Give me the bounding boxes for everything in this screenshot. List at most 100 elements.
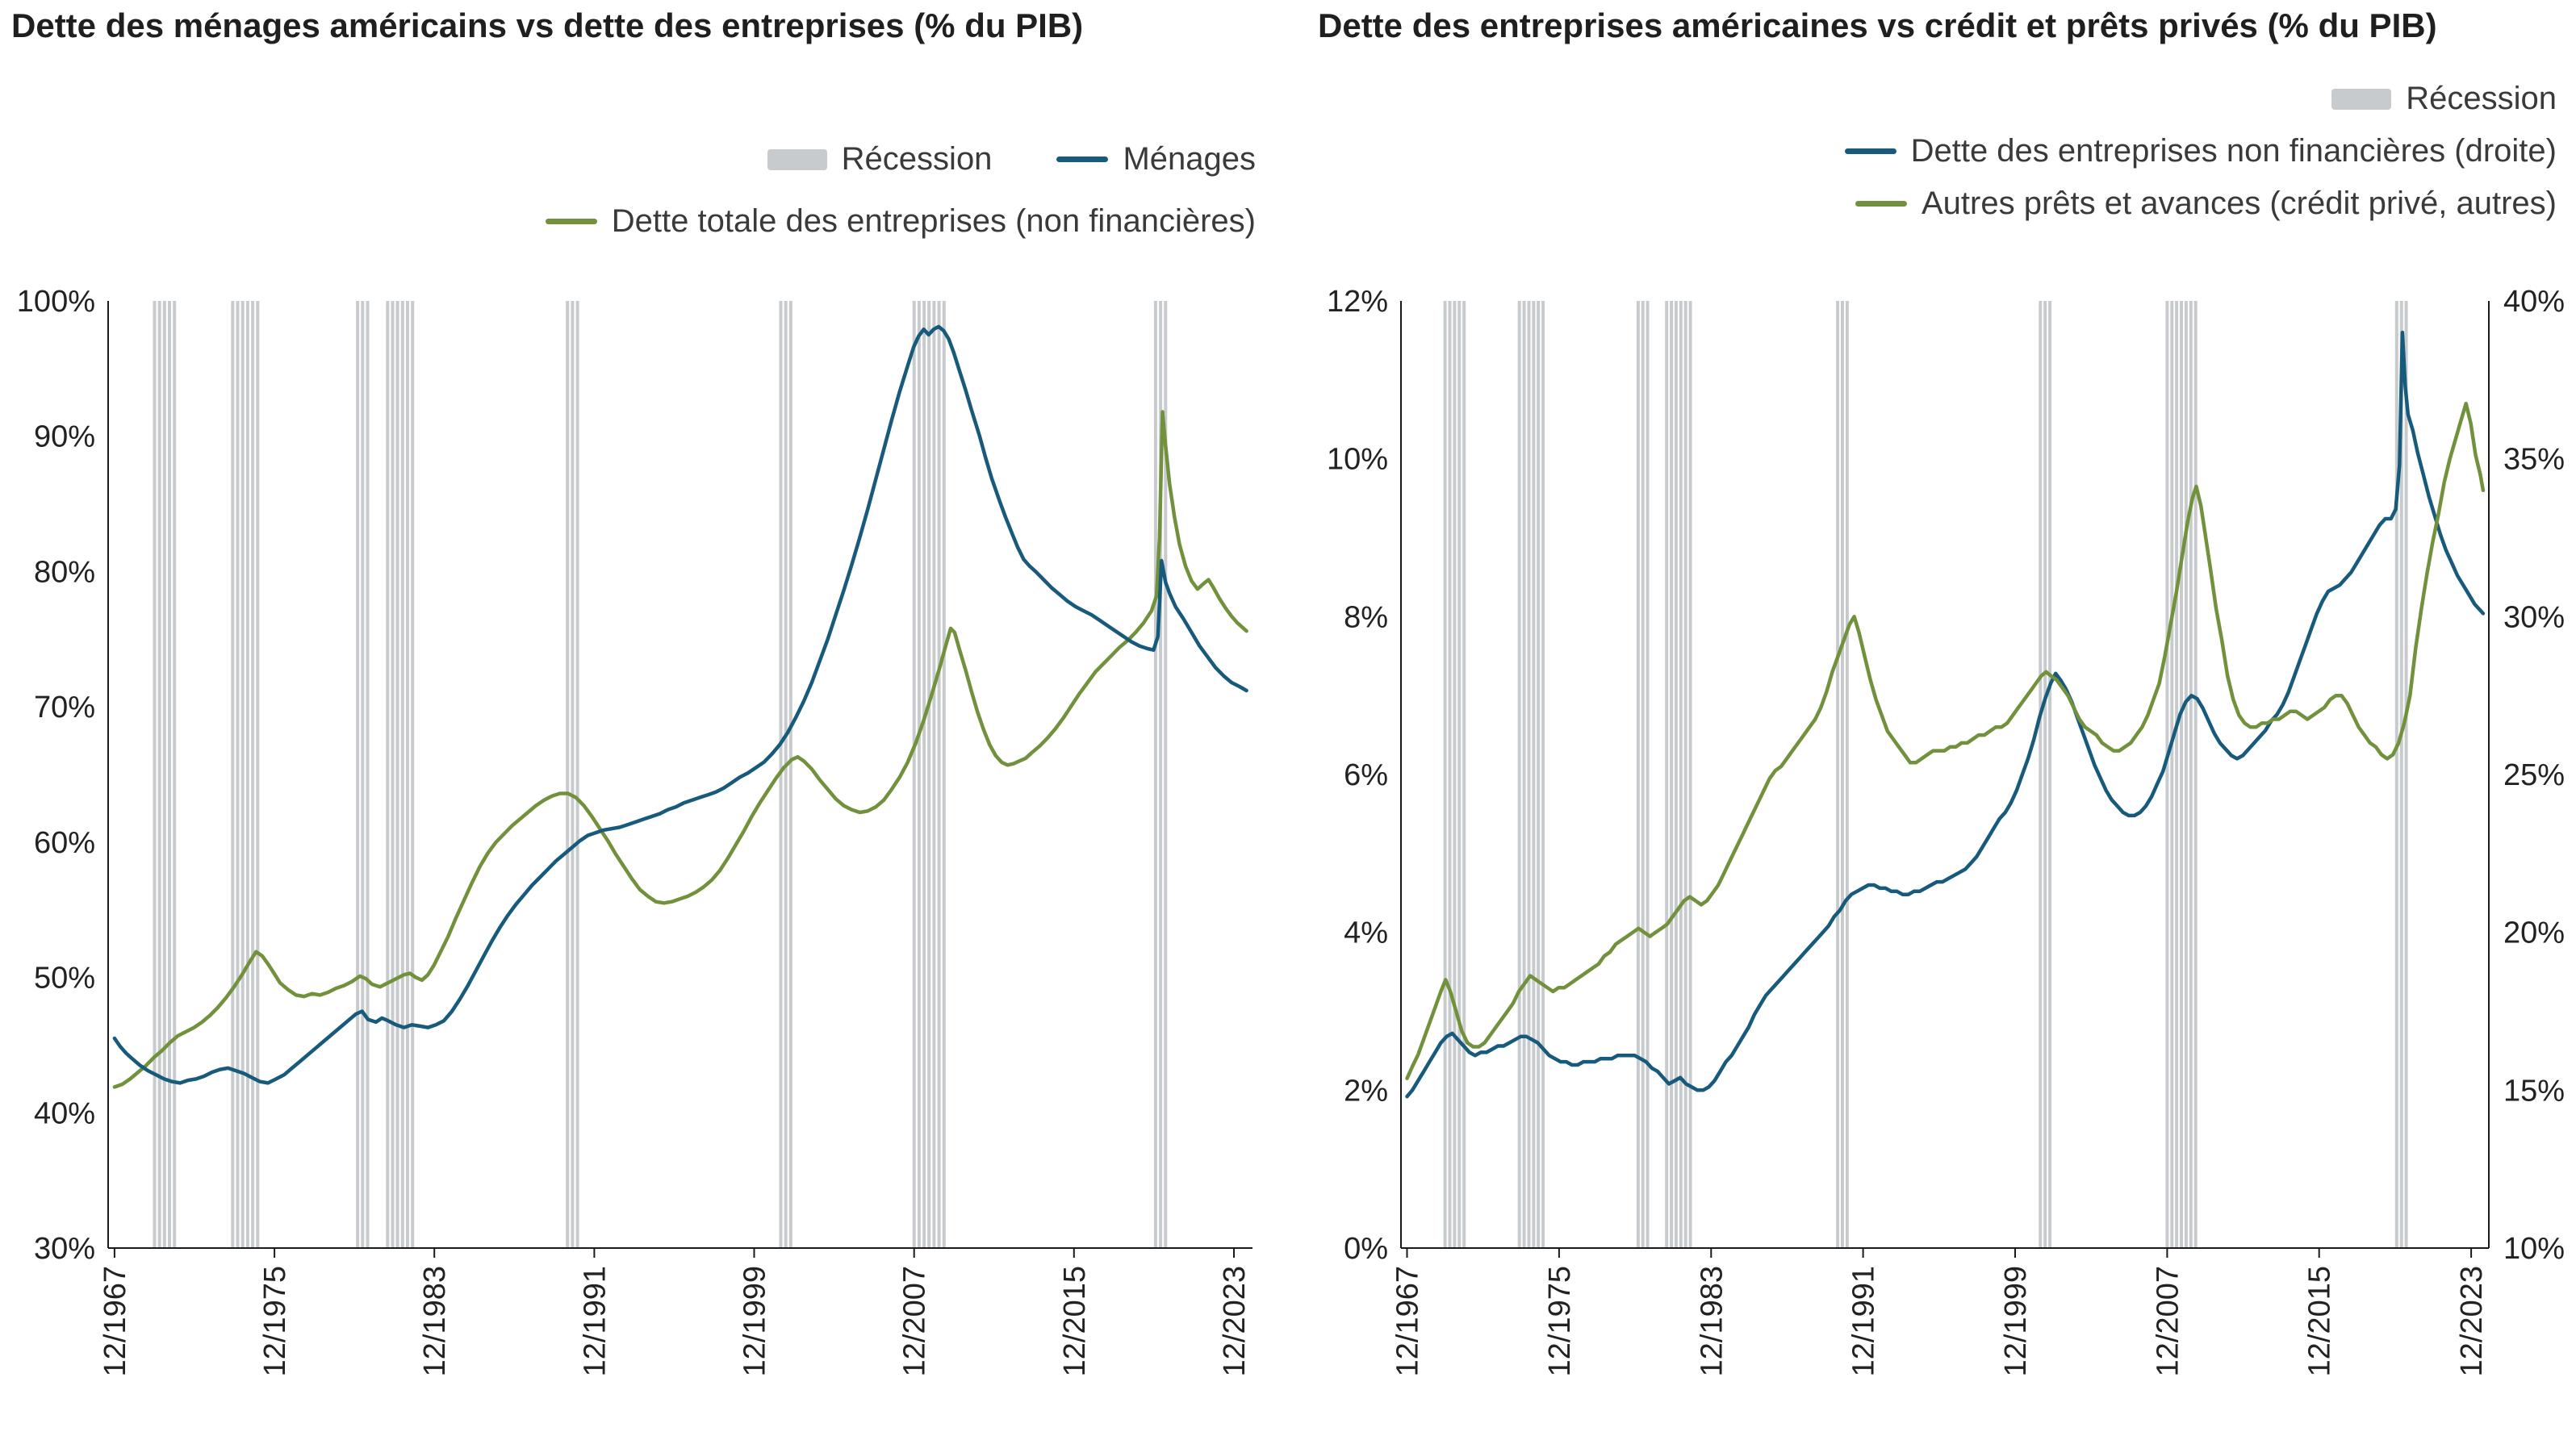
y-axis-right-tick-label: 20% xyxy=(2503,916,2565,950)
recession-band-stripe xyxy=(1836,301,1840,1248)
recession-band-stripe xyxy=(566,301,570,1248)
recession-band-stripe xyxy=(2180,301,2183,1248)
series-line-menages xyxy=(112,324,1248,1085)
recession-band-stripe xyxy=(927,301,931,1248)
x-axis-tick-label: 12/2007 xyxy=(898,1266,932,1376)
recession-band-stripe xyxy=(361,301,365,1248)
legend-item-corporate_green: Dette totale des entreprises (non financ… xyxy=(545,203,1256,240)
x-axis-tick-label: 12/2007 xyxy=(2151,1266,2185,1376)
recession-band-stripe xyxy=(236,301,240,1248)
y-axis-left-tick-label: 50% xyxy=(34,962,95,996)
recession-band-stripe xyxy=(932,301,936,1248)
recession-band-stripe xyxy=(173,301,177,1248)
recession-band-stripe xyxy=(356,301,360,1248)
recession-band-stripe xyxy=(1841,301,1844,1248)
y-axis-left-tick-label: 30% xyxy=(34,1232,95,1266)
y-axis-left-tick-label: 100% xyxy=(17,285,95,319)
right-chart-legend: Récession Dette des entreprises non finan… xyxy=(1844,81,2557,222)
x-axis-tick-label: 12/2023 xyxy=(2455,1266,2489,1376)
recession-band-stripe xyxy=(1541,301,1545,1248)
series-line-swatch xyxy=(1056,157,1109,162)
recession-band-stripe xyxy=(1164,301,1168,1248)
recession-band-stripe xyxy=(1537,301,1541,1248)
series-line-autres-prets-et-avances xyxy=(1405,401,2486,1080)
recession-band-stripe xyxy=(400,301,404,1248)
recession-band-stripe xyxy=(406,301,409,1248)
recession-band-stripe xyxy=(1641,301,1645,1248)
recession-band-stripe xyxy=(153,301,157,1248)
x-axis-tick-label: 12/1967 xyxy=(1391,1266,1425,1376)
series-line-dette-totale-entreprises xyxy=(112,410,1248,1089)
legend-row: Autres prêts et avances (crédit privé, a… xyxy=(1855,186,2557,222)
recession-band-stripe xyxy=(240,301,245,1248)
y-axis-left-tick-label: 10% xyxy=(1327,443,1388,477)
series-line-swatch xyxy=(1844,148,1896,154)
recession-band-stripe xyxy=(1448,301,1452,1248)
recession-bands xyxy=(1443,301,2408,1248)
recession-band-stripe xyxy=(411,301,415,1248)
recession-band-stripe xyxy=(2399,301,2403,1248)
y-axis-left-tick-label: 12% xyxy=(1327,285,1388,319)
y-axis-left-tick-label: 60% xyxy=(34,826,95,860)
legend-item-corporate_green: Autres prêts et avances (crédit privé, a… xyxy=(1855,186,2557,222)
recession-band-stripe xyxy=(1683,301,1687,1248)
recession-band-stripe xyxy=(1532,301,1536,1248)
y-axis-left-tick-label: 4% xyxy=(1344,916,1388,950)
recession-band-stripe xyxy=(2170,301,2174,1248)
series-line-dette-entreprises-non-financieres xyxy=(1405,330,2486,1099)
y-axis-right-tick-label: 40% xyxy=(2503,285,2565,319)
right-chart-title: Dette des entreprises américaines vs cré… xyxy=(1318,6,2437,44)
recession-band-stripe xyxy=(1527,301,1531,1248)
recession-band-stripe xyxy=(2175,301,2179,1248)
recession-swatch xyxy=(2331,88,2392,110)
recession-band-stripe xyxy=(1636,301,1640,1248)
recession-band-stripe xyxy=(2165,301,2169,1248)
x-axis-tick-label: 12/1999 xyxy=(738,1266,772,1376)
legend-row: Dette des entreprises non financières (d… xyxy=(1844,133,2557,169)
recession-band-stripe xyxy=(1443,301,1447,1248)
legend-label: Autres prêts et avances (crédit privé, a… xyxy=(1922,186,2557,221)
legend-item-recession: Récession xyxy=(767,141,993,177)
legend-item-household_blue: Dette des entreprises non financières (d… xyxy=(1844,133,2557,169)
recession-band-stripe xyxy=(1153,301,1157,1248)
left-chart-legend: Récession Ménages Dette totale des entrepr… xyxy=(545,141,1256,240)
recession-band-stripe xyxy=(2043,301,2047,1248)
recession-band-stripe xyxy=(912,301,916,1248)
legend-label: Ménages xyxy=(1123,141,1256,177)
x-axis-tick-label: 12/2015 xyxy=(1058,1266,1092,1376)
legend-label: Récession xyxy=(2406,81,2557,116)
recession-band-stripe xyxy=(1522,301,1526,1248)
x-axis-tick-label: 12/1975 xyxy=(258,1266,292,1376)
x-axis-tick-label: 12/1967 xyxy=(98,1266,132,1376)
recession-band-stripe xyxy=(1665,301,1669,1248)
recession-band-stripe xyxy=(575,301,579,1248)
x-axis-tick-label: 12/1983 xyxy=(1695,1266,1729,1376)
legend-label: Récession xyxy=(841,141,993,177)
right-chart-plot: 0% 2% 4% 6% 8% 10% 12% 10% 15% 20% 25% 30% 35% 40% 12/… xyxy=(1327,285,2565,1376)
recession-band-stripe xyxy=(1453,301,1457,1248)
recession-band-stripe xyxy=(922,301,926,1248)
recession-swatch xyxy=(767,148,827,170)
recession-band-stripe xyxy=(1159,301,1163,1248)
recession-band-stripe xyxy=(391,301,395,1248)
x-axis-tick-label: 12/2023 xyxy=(1218,1266,1252,1376)
recession-band-stripe xyxy=(942,301,946,1248)
legend-row: Récession xyxy=(2331,81,2557,117)
x-axis-tick-label: 12/1991 xyxy=(1847,1266,1881,1376)
y-axis-left-tick-label: 0% xyxy=(1344,1232,1388,1266)
recession-band-stripe xyxy=(1674,301,1678,1248)
recession-band-stripe xyxy=(231,301,235,1248)
y-axis-left-tick-label: 90% xyxy=(34,420,95,454)
legend-item-household_blue: Ménages xyxy=(1056,141,1256,177)
recession-band-stripe xyxy=(2394,301,2398,1248)
recession-band-stripe xyxy=(784,301,788,1248)
recession-band-stripe xyxy=(251,301,255,1248)
x-axis-tick-label: 12/1975 xyxy=(1543,1266,1577,1376)
y-axis-right-tick-label: 35% xyxy=(2503,443,2565,477)
legend-item-recession: Récession xyxy=(2331,81,2557,117)
legend-label: Dette totale des entreprises (non financ… xyxy=(611,203,1256,239)
y-axis-right-tick-label: 15% xyxy=(2503,1074,2565,1108)
recession-band-stripe xyxy=(2189,301,2193,1248)
recession-band-stripe xyxy=(1457,301,1462,1248)
corporate-debt-vs-private-credit-chart-panel: Dette des entreprises américaines vs cré… xyxy=(1288,0,2576,1432)
